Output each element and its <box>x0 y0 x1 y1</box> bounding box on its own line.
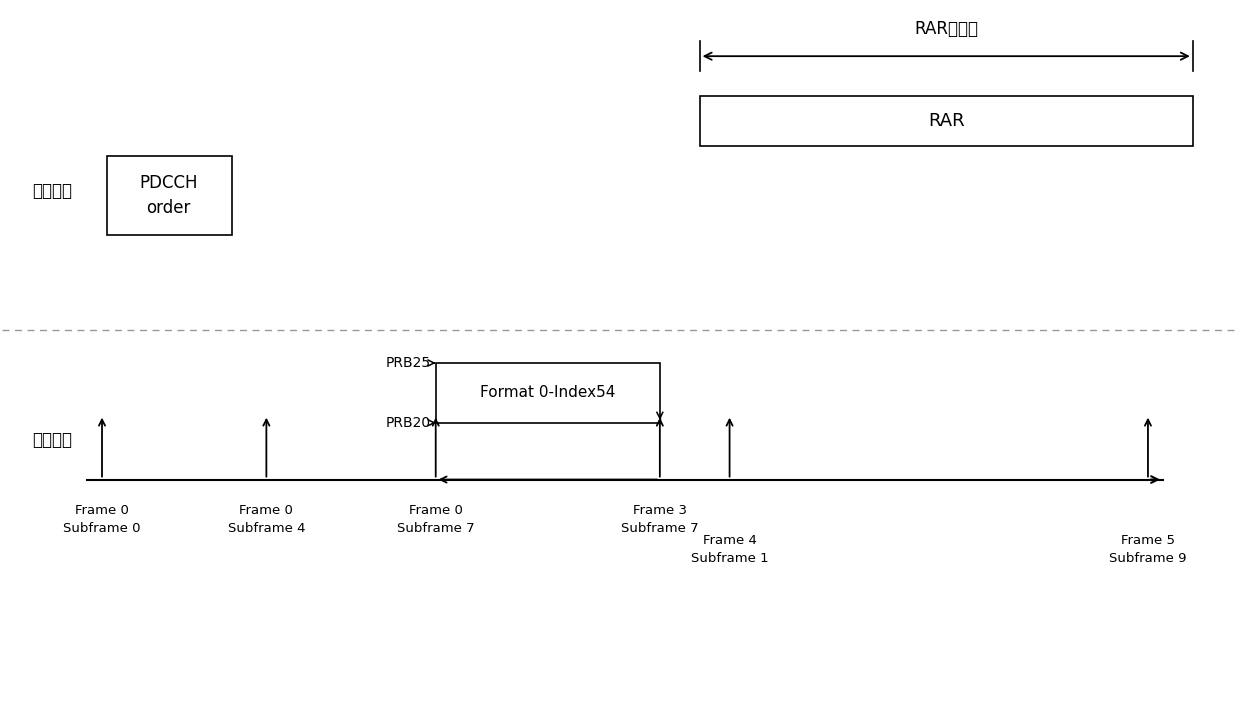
Bar <box>435 363 660 423</box>
Text: Frame 0
Subframe 0: Frame 0 Subframe 0 <box>63 505 141 536</box>
Text: Frame 3
Subframe 7: Frame 3 Subframe 7 <box>621 505 698 536</box>
Text: Frame 4
Subframe 1: Frame 4 Subframe 1 <box>691 534 769 565</box>
Text: PRB25: PRB25 <box>386 356 430 370</box>
Text: Frame 0
Subframe 4: Frame 0 Subframe 4 <box>228 505 305 536</box>
Text: Format 0-Index54: Format 0-Index54 <box>480 386 615 401</box>
Text: 上行链路: 上行链路 <box>32 431 72 449</box>
Bar <box>107 156 232 236</box>
Text: PDCCH
order: PDCCH order <box>140 174 198 217</box>
Text: RAR时间窗: RAR时间窗 <box>914 20 978 38</box>
Text: PRB20: PRB20 <box>386 416 430 430</box>
Text: 下行链路: 下行链路 <box>32 182 72 200</box>
Text: RAR: RAR <box>928 112 965 130</box>
Text: Frame 0
Subframe 7: Frame 0 Subframe 7 <box>397 505 475 536</box>
Text: Frame 5
Subframe 9: Frame 5 Subframe 9 <box>1110 534 1187 565</box>
Bar <box>699 96 1193 146</box>
